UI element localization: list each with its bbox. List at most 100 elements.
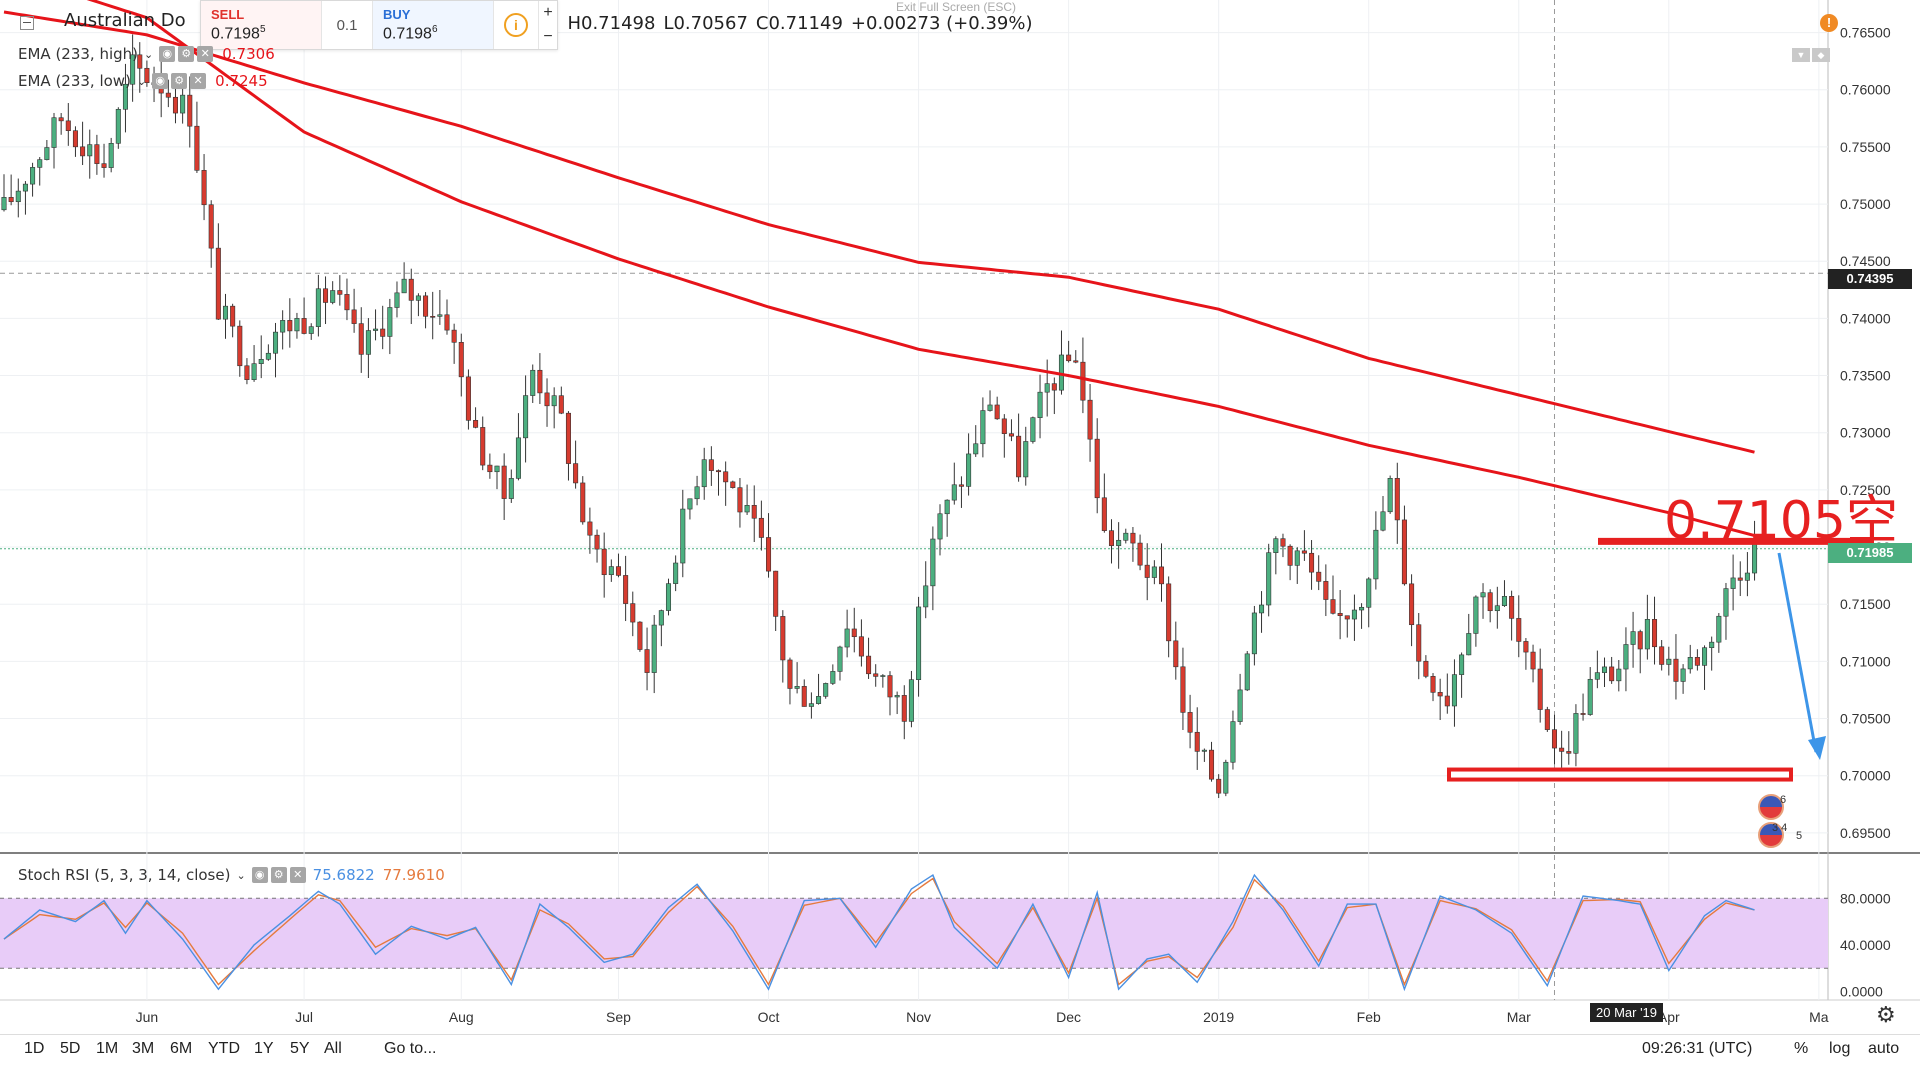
eye-icon[interactable]: ◉ (251, 867, 268, 883)
maximize-icon[interactable]: ◆ (1812, 48, 1830, 62)
annotation-text: 0.7105空 (1664, 491, 1898, 551)
price-chart[interactable]: 0.76500 0.76000 0.75500 0.75000 0.74500 0.740… (0, 0, 1920, 1034)
candle-body (701, 459, 707, 488)
plus-icon[interactable]: + (543, 4, 553, 21)
time-tick-label: Feb (1357, 1009, 1381, 1025)
candle-body (1444, 695, 1450, 707)
sell-button[interactable]: SELL 0.71985 (201, 1, 321, 49)
price-axis: 0.76500 0.76000 0.75500 0.75000 0.74500 0.740… (136, 25, 1891, 1025)
au-flag-event-icon[interactable] (1758, 822, 1784, 848)
stoch-rsi-legend[interactable]: Stoch RSI (5, 3, 3, 14, close) ⌄ ◉ ⚙ ✕ 75.… (18, 866, 445, 884)
candle-body (923, 585, 929, 608)
range-button-all[interactable]: All (324, 1040, 342, 1057)
candle-body (215, 247, 221, 320)
range-button-6m[interactable]: 6M (170, 1040, 193, 1057)
candle-body (794, 686, 800, 689)
candle-body (851, 628, 857, 638)
range-button-5d[interactable]: 5D (60, 1040, 81, 1057)
candle-body (1601, 666, 1608, 673)
stoch-tick-label: 40.0000 (1840, 937, 1891, 953)
range-button-1m[interactable]: 1M (96, 1040, 119, 1057)
close-icon[interactable]: ✕ (289, 867, 306, 883)
ema-high-legend[interactable]: EMA (233, high) ⌄ ◉ ⚙ ✕ 0.7306 (18, 45, 275, 63)
ema-low-legend[interactable]: EMA (233, low) ⌄ ◉ ⚙ ✕ 0.7245 (18, 72, 268, 90)
candle-body (415, 295, 421, 301)
gear-icon[interactable]: ⚙ (1876, 1002, 1896, 1027)
buy-button[interactable]: BUY 0.71986 (373, 1, 493, 49)
candle-body (1609, 666, 1615, 682)
chevron-down-icon[interactable]: ▼ (1792, 48, 1810, 62)
range-button-5y[interactable]: 5Y (290, 1040, 310, 1057)
chevron-down-icon[interactable]: ⌄ (236, 868, 246, 882)
stoch-band (0, 898, 1828, 969)
candle-body (1430, 676, 1436, 693)
candle-body (644, 649, 650, 673)
range-button-1y[interactable]: 1Y (254, 1040, 274, 1057)
candle-body (1166, 583, 1172, 642)
buy-price-sup: 6 (431, 24, 438, 35)
percent-toggle[interactable]: % (1794, 1040, 1809, 1057)
settings-icon[interactable]: ⚙ (178, 46, 195, 62)
close-icon[interactable]: ✕ (190, 73, 207, 89)
arrow-shaft[interactable] (1777, 552, 1818, 753)
candle-body (244, 365, 250, 380)
candle-body (430, 316, 436, 318)
minus-icon[interactable]: − (543, 28, 553, 45)
candle-body (1323, 581, 1329, 600)
log-toggle[interactable]: log (1829, 1040, 1851, 1057)
collapse-legend-button[interactable] (20, 16, 34, 30)
candle-body (1330, 599, 1336, 614)
candle-body (1023, 441, 1029, 478)
candle-body (565, 412, 571, 464)
candle-body (866, 655, 872, 675)
chevron-down-icon[interactable]: ⌄ (136, 74, 147, 88)
time-tick-label: Sep (606, 1009, 631, 1025)
buy-label: BUY (383, 7, 411, 22)
candle-body (1723, 588, 1729, 617)
support-rectangle[interactable] (1447, 767, 1793, 782)
candle-body (1559, 747, 1565, 752)
candle-body (1516, 618, 1522, 642)
candle-body (1037, 391, 1043, 418)
eye-icon[interactable]: ◉ (159, 46, 176, 62)
candle-body (951, 484, 957, 501)
candle-body (1594, 672, 1600, 680)
candle-body (1573, 713, 1579, 754)
candle-body (1073, 360, 1079, 363)
settings-icon[interactable]: ⚙ (270, 867, 287, 883)
close-icon[interactable]: ✕ (197, 46, 214, 62)
chevron-down-icon[interactable]: ⌄ (144, 47, 154, 61)
candle-body (858, 636, 864, 657)
candle-body (1216, 778, 1222, 794)
candle-body (1123, 532, 1129, 541)
candle-body (737, 487, 743, 513)
candle-body (608, 566, 614, 576)
candle-body (137, 54, 143, 69)
candle-body (487, 464, 493, 473)
candle-body (1244, 653, 1250, 691)
stoch-k-value: 75.6822 (312, 866, 375, 884)
candle-body (344, 294, 350, 311)
quantity-stepper[interactable]: + − (538, 1, 557, 49)
candle-body (1251, 612, 1257, 655)
ohlc-close: C0.71149 (755, 12, 843, 34)
price-tick-label: 0.70500 (1840, 711, 1891, 727)
eye-icon[interactable]: ◉ (152, 73, 169, 89)
candle-body (994, 404, 1000, 420)
candle-body (65, 120, 71, 131)
settings-icon[interactable]: ⚙ (171, 73, 188, 89)
candle-body (1566, 751, 1572, 754)
range-button-3m[interactable]: 3M (132, 1040, 155, 1057)
candle-body (1066, 354, 1072, 362)
exit-fullscreen-hint[interactable]: Exit Full Screen (ESC) (896, 0, 1017, 14)
range-button-ytd[interactable]: YTD (208, 1040, 240, 1057)
candle-body (1223, 761, 1229, 794)
stoch-rsi-pane (0, 873, 1828, 992)
alert-icon[interactable]: ! (1820, 14, 1838, 32)
range-button-1d[interactable]: 1D (24, 1040, 45, 1057)
auto-toggle[interactable]: auto (1868, 1040, 1900, 1057)
goto-button[interactable]: Go to... (384, 1040, 437, 1057)
candle-body (551, 395, 557, 407)
us-flag-event-icon[interactable] (1758, 794, 1784, 820)
trade-info-button[interactable]: i (493, 1, 538, 49)
